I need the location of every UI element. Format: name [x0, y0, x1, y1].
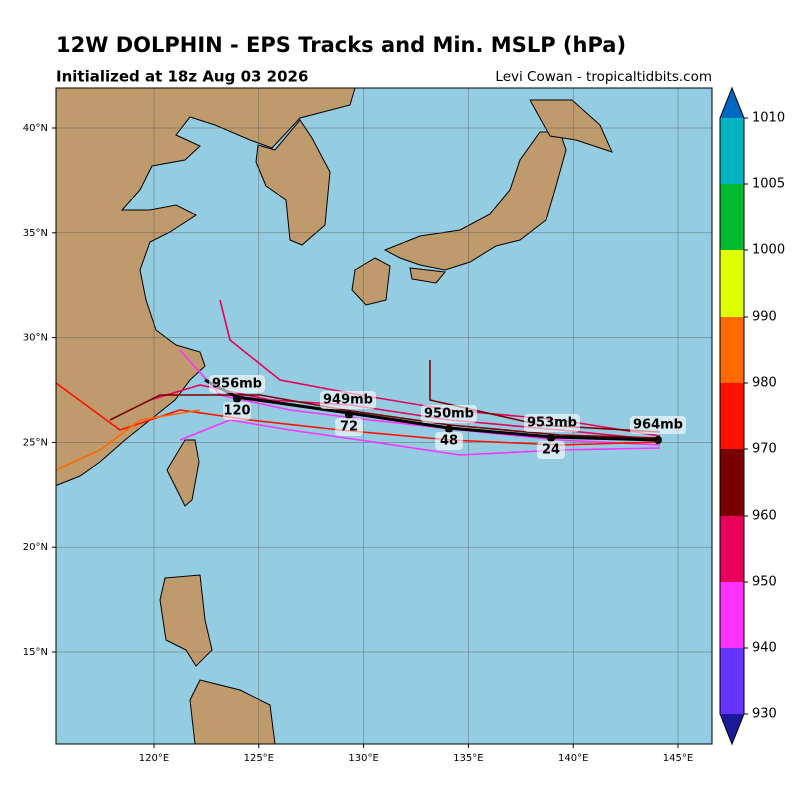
title: 12W DOLPHIN - EPS Tracks and Min. MSLP (…	[56, 33, 626, 57]
colorbar-label: 940	[752, 641, 777, 656]
label-box	[335, 418, 363, 436]
honshu	[383, 131, 567, 271]
track-point	[547, 434, 555, 442]
label-box	[320, 391, 376, 409]
label-box	[223, 402, 251, 420]
colorbar-label: 950	[752, 575, 777, 590]
map-frame	[55, 87, 713, 745]
credit: Levi Cowan - tropicaltidbits.com	[495, 69, 712, 85]
lon-label: 130°E	[348, 753, 378, 764]
hour-label: 120	[223, 404, 250, 419]
korea	[255, 119, 331, 246]
colorbar-label: 1000	[752, 243, 785, 258]
colorbar-segment	[720, 250, 744, 317]
colorbar-segment	[720, 516, 744, 582]
lat-label: 40°N	[23, 123, 48, 134]
lat-label: 30°N	[23, 333, 48, 344]
label-box	[630, 416, 686, 434]
label-box	[435, 432, 463, 450]
label-box	[421, 405, 477, 423]
hour-label: 48	[440, 434, 458, 449]
colorbar-segment	[720, 184, 744, 250]
pressure-label: 950mb	[424, 407, 474, 422]
pressure-label: 964mb	[633, 418, 683, 433]
lat-label: 20°N	[23, 542, 48, 553]
luzon	[159, 574, 213, 667]
track-point	[233, 395, 241, 403]
map: 964mb 953mb 24 950mb 48 949mb 72 956mb 120	[56, 88, 712, 744]
colorbar-segment	[720, 582, 744, 648]
lon-label: 135°E	[453, 753, 483, 764]
lon-label: 120°E	[139, 753, 169, 764]
colorbar-label: 980	[752, 376, 777, 391]
hour-label: 24	[542, 443, 560, 458]
colorbar-segment	[720, 118, 744, 184]
china	[56, 88, 356, 487]
colorbar-over	[720, 88, 744, 118]
colorbar-under	[720, 714, 744, 744]
colorbar-label: 960	[752, 509, 777, 524]
colorbar-label: 1005	[752, 177, 785, 192]
lat-label: 25°N	[23, 437, 48, 448]
pressure-label: 956mb	[212, 377, 262, 392]
shikoku	[409, 267, 446, 284]
pressure-label: 949mb	[323, 393, 373, 408]
annotations: 964mb 953mb 24 950mb 48 949mb 72 956mb 120	[209, 375, 686, 459]
kyushu	[351, 257, 391, 306]
lon-label: 140°E	[558, 753, 588, 764]
label-box	[537, 441, 565, 459]
track-point	[445, 425, 453, 433]
taiwan	[166, 439, 200, 507]
pressure-label: 953mb	[527, 416, 577, 431]
lat-label: 35°N	[23, 228, 48, 239]
colorbar-label: 930	[752, 707, 777, 722]
track-point	[345, 411, 353, 419]
track-point	[654, 436, 662, 444]
philippine-islands	[189, 679, 276, 744]
colorbar-label: 990	[752, 310, 777, 325]
hour-label: 72	[340, 420, 358, 435]
subtitle: Initialized at 18z Aug 03 2026	[56, 68, 308, 86]
label-box	[524, 414, 580, 432]
lon-label: 145°E	[663, 753, 693, 764]
colorbar-label: 970	[752, 442, 777, 457]
colorbar-segment	[720, 383, 744, 449]
colorbar-segment	[720, 317, 744, 383]
lon-label: 125°E	[244, 753, 274, 764]
lat-label: 15°N	[23, 647, 48, 658]
hokkaido	[529, 99, 613, 153]
colorbar-segment	[720, 648, 744, 714]
label-box	[209, 375, 265, 393]
colorbar: 1010 1005 1000 990 980 970 960 950 940 930	[719, 86, 785, 746]
colorbar-segment	[720, 449, 744, 516]
colorbar-label: 1010	[752, 111, 785, 126]
